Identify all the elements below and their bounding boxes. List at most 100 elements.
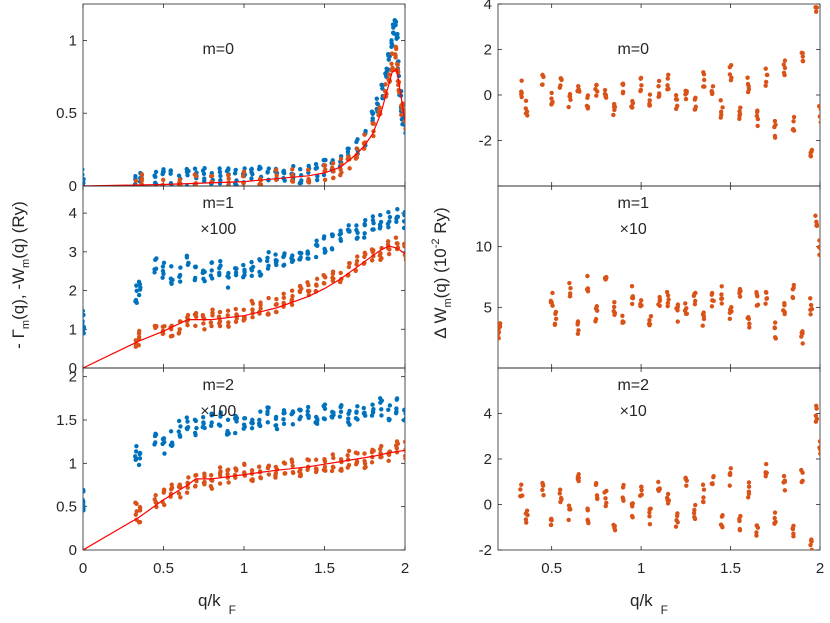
data-point-blue — [83, 503, 86, 509]
data-point-blue — [297, 416, 302, 422]
data-point-orange — [383, 82, 388, 87]
data-point-orange — [225, 468, 230, 473]
data-point-orange — [755, 123, 760, 129]
data-point-orange — [402, 241, 405, 247]
data-point-orange — [603, 496, 608, 501]
data-point-orange — [518, 487, 523, 492]
data-point-orange — [558, 76, 564, 82]
data-point-orange — [140, 186, 144, 190]
data-point-orange — [387, 247, 392, 252]
data-point-orange — [177, 177, 183, 182]
data-point-blue — [337, 232, 342, 237]
data-point-orange — [656, 91, 662, 96]
data-point-orange — [282, 471, 288, 476]
data-point-orange — [353, 462, 359, 467]
data-point-orange — [764, 296, 770, 301]
data-point-orange — [549, 300, 554, 305]
data-point-orange — [639, 484, 644, 490]
data-point-blue — [136, 279, 142, 285]
data-point-orange — [629, 301, 635, 307]
data-point-orange — [791, 523, 796, 529]
data-point-orange — [378, 251, 383, 256]
data-point-orange — [345, 453, 350, 458]
data-point-orange — [321, 272, 326, 278]
data-point-orange — [754, 530, 759, 535]
data-point-blue — [168, 171, 173, 176]
data-point-orange — [258, 306, 263, 311]
data-point-orange — [362, 132, 367, 137]
data-point-orange — [692, 301, 698, 307]
data-point-orange — [692, 507, 697, 513]
data-point-orange — [378, 257, 383, 262]
y-tick-label: 0 — [69, 542, 77, 559]
data-point-blue — [200, 270, 206, 276]
y-tick-label: -2 — [479, 133, 492, 150]
data-point-orange — [611, 304, 617, 310]
data-point-orange — [772, 133, 778, 139]
panel-left-m2: 0 0.5 1 1.5 2 0 0.5 1 1.5 2 m=2 ×100 — [56, 367, 409, 577]
data-point-blue — [347, 408, 352, 414]
data-point-blue — [218, 173, 223, 179]
theory-line — [83, 449, 405, 550]
data-point-blue — [242, 166, 247, 171]
data-point-orange — [813, 9, 819, 14]
data-point-orange — [593, 87, 598, 92]
data-point-orange — [675, 319, 680, 324]
data-point-orange — [385, 239, 391, 244]
data-point-orange — [612, 310, 618, 316]
right-ylabel-sub: m — [442, 298, 454, 307]
data-point-blue — [395, 214, 401, 220]
data-point-orange — [337, 279, 343, 284]
data-point-blue — [83, 313, 85, 318]
data-point-orange — [322, 163, 328, 168]
data-point-blue — [162, 451, 167, 456]
data-point-orange — [683, 311, 689, 317]
data-point-orange — [602, 490, 607, 495]
data-point-blue — [331, 412, 336, 418]
data-point-orange — [330, 464, 336, 470]
xlabel-sub: F — [229, 603, 236, 617]
data-point-orange — [567, 280, 572, 286]
data-point-orange — [386, 251, 392, 257]
data-point-orange — [729, 305, 734, 310]
data-point-orange — [185, 312, 191, 318]
data-point-orange — [201, 321, 206, 326]
data-point-blue — [176, 429, 181, 434]
data-point-orange — [763, 83, 768, 88]
y-tick-label: 1 — [69, 32, 77, 49]
data-point-orange — [322, 464, 328, 470]
data-point-orange — [322, 456, 327, 462]
data-point-orange — [791, 282, 797, 288]
data-point-orange — [593, 482, 599, 488]
data-point-orange — [194, 478, 199, 484]
data-point-orange — [208, 484, 214, 489]
data-point-orange — [799, 467, 804, 473]
data-point-blue — [338, 404, 344, 409]
data-point-orange — [137, 504, 143, 510]
data-point-orange — [314, 466, 319, 471]
data-point-orange — [719, 284, 724, 289]
data-point-orange — [575, 476, 581, 482]
data-point-orange — [709, 89, 715, 95]
panel-annotation: m=2 — [202, 377, 234, 394]
data-point-orange — [647, 323, 652, 328]
data-point-blue — [363, 217, 368, 223]
data-point-orange — [193, 472, 199, 478]
data-point-blue — [281, 253, 287, 258]
data-point-orange — [701, 487, 707, 492]
data-point-orange — [162, 185, 164, 186]
data-point-orange — [353, 268, 358, 274]
data-point-orange — [322, 281, 327, 286]
data-point-orange — [354, 262, 359, 267]
data-point-orange — [330, 452, 336, 457]
data-point-orange — [647, 103, 652, 108]
data-point-blue — [337, 414, 343, 419]
data-point-orange — [136, 331, 142, 336]
x-tick-label: 0 — [79, 560, 87, 577]
data-point-blue — [202, 425, 207, 431]
data-point-blue — [153, 169, 159, 175]
data-point-orange — [202, 471, 207, 476]
data-point-orange — [773, 122, 778, 127]
data-point-blue — [355, 230, 360, 236]
data-point-blue — [297, 181, 303, 186]
